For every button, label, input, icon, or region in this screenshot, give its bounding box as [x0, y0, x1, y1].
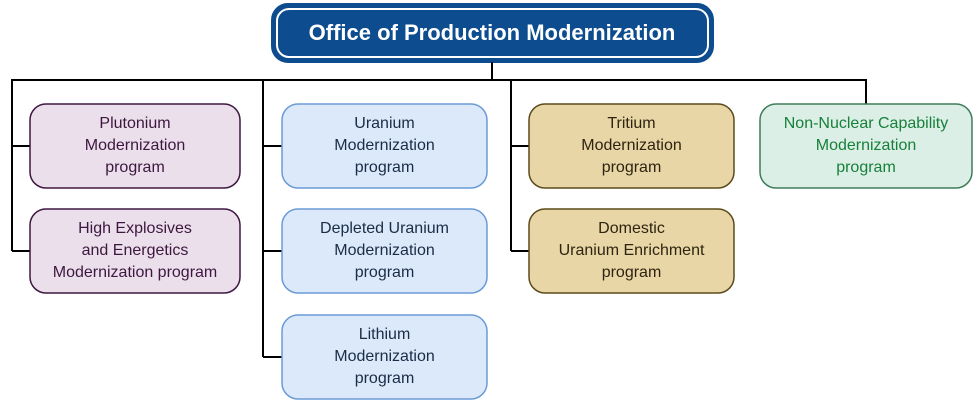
node-label: Modernization: [85, 137, 186, 154]
node-label: Modernization: [816, 137, 917, 154]
node-label: Domestic: [598, 220, 665, 237]
node-label: Modernization: [334, 137, 435, 154]
column: Uranium Modernization program Depleted Uran…: [262, 80, 488, 400]
node-box: [29, 208, 241, 294]
column: Tritium Modernization program Domestic Urani…: [510, 80, 735, 294]
node-label: program: [602, 159, 662, 176]
node-label: Uranium Enrichment: [559, 242, 705, 259]
node-label: Depleted Uranium: [320, 220, 449, 237]
node-label: Modernization: [334, 348, 435, 365]
node-box: [528, 208, 735, 294]
node-box: [29, 103, 241, 189]
node-label: program: [355, 159, 415, 176]
node-label: Uranium: [354, 115, 414, 132]
node-box: [281, 314, 488, 400]
node-label: and Energetics: [82, 242, 189, 259]
node-label: program: [355, 370, 415, 387]
node-label: program: [836, 159, 896, 176]
node-label: program: [602, 264, 662, 281]
node-label: Plutonium: [99, 115, 170, 132]
root-box-border: [276, 8, 709, 58]
root-title: Office of Production Modernization: [309, 20, 676, 45]
node-label: Modernization: [334, 242, 435, 259]
node-label: Modernization program: [53, 264, 218, 281]
column: Non-Nuclear Capability Modernization progr…: [759, 80, 973, 189]
node-box: [528, 103, 735, 189]
node-box: [281, 208, 488, 294]
node-label: program: [355, 264, 415, 281]
node-label: program: [105, 159, 165, 176]
node-box: [281, 103, 488, 189]
node-label: Modernization: [581, 137, 682, 154]
node-box: [759, 103, 973, 189]
node-label: Tritium: [607, 115, 655, 132]
column: Plutonium Modernization program High Explos…: [11, 80, 241, 294]
node-label: Lithium: [359, 326, 411, 343]
node-label: High Explosives: [78, 220, 192, 237]
node-label: Non-Nuclear Capability: [784, 115, 949, 132]
